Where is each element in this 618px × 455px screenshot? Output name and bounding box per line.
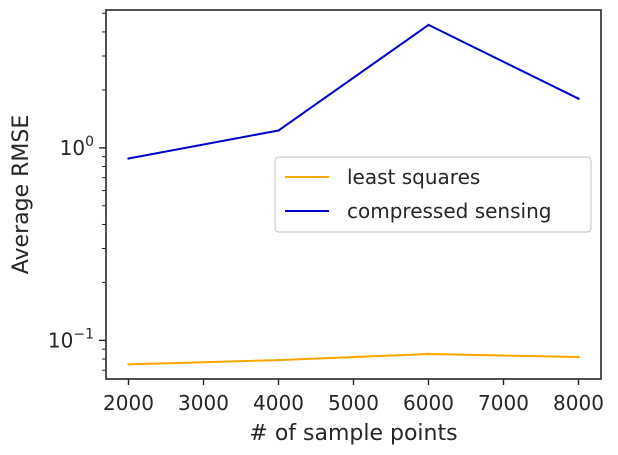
- plot-frame: [105, 9, 602, 380]
- data-point: [427, 23, 430, 27]
- x-tick-label: 3000: [178, 391, 229, 415]
- data-point: [577, 97, 580, 100]
- data-point: [277, 129, 280, 132]
- data-point: [127, 157, 130, 160]
- legend: least squares compressed sensing: [274, 156, 592, 233]
- y-axis-label: Average RMSE: [9, 115, 34, 274]
- x-tick-label: 4000: [253, 391, 304, 415]
- series-line-0: [128, 353, 579, 366]
- x-tick-label: 7000: [478, 391, 529, 415]
- data-point: [427, 352, 430, 356]
- x-tick-label: 2000: [103, 391, 154, 415]
- x-tick-label: 5000: [328, 391, 379, 415]
- y-tick-exponent: 0: [85, 134, 94, 150]
- y-tick-base: 10: [60, 136, 85, 160]
- series-layer: [127, 23, 580, 366]
- y-tick-base: 10: [48, 328, 73, 352]
- data-point: [127, 363, 130, 366]
- y-tick-exponent: −1: [73, 326, 94, 342]
- legend-label: compressed sensing: [347, 199, 551, 223]
- x-tick-label: 8000: [553, 391, 604, 415]
- x-axis-ticks: 2000 3000 4000 5000 6000 7000 8000: [103, 379, 604, 415]
- series-line-1: [128, 23, 579, 160]
- legend-box: [274, 156, 592, 233]
- data-point: [577, 355, 580, 359]
- data-point: [277, 358, 280, 362]
- x-axis-label: # of sample points: [249, 421, 457, 446]
- y-tick-label: 10−1: [48, 326, 94, 352]
- legend-label: least squares: [347, 165, 480, 189]
- x-tick-label: 6000: [403, 391, 454, 415]
- y-tick-label: 100: [60, 134, 94, 160]
